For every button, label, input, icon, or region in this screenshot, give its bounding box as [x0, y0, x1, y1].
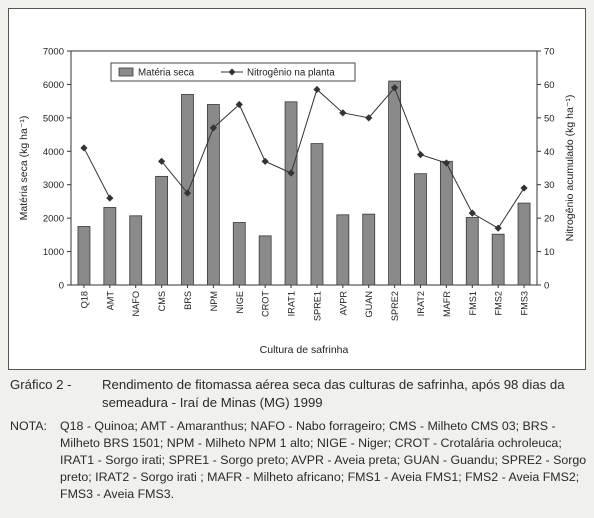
nitrogen-point-spre1 — [313, 85, 321, 94]
bar-nafo — [129, 215, 143, 286]
bar-irat2 — [414, 173, 427, 286]
nitrogen-point-q18 — [80, 144, 88, 152]
x-tick-label-nafo: NAFO — [131, 291, 141, 317]
right-axis-tick-label: 50 — [544, 113, 555, 124]
bar-fms1 — [465, 217, 479, 286]
bar-guan — [362, 213, 376, 286]
nitrogen-point-irat2 — [416, 151, 425, 159]
bar-amt — [103, 207, 117, 286]
x-tick-label-brs: BRS — [183, 291, 193, 310]
bar-fms2 — [491, 233, 505, 286]
legend-line-marker — [228, 68, 236, 76]
figure-caption: Gráfico 2 - Rendimento de fitomassa aérea… — [10, 376, 588, 412]
x-tick-label-fms2: FMS2 — [494, 291, 504, 316]
legend-line-label: Nitrogênio na planta — [247, 68, 335, 79]
bar-cms — [155, 175, 169, 286]
left-axis-tick-label: 6000 — [43, 80, 64, 91]
left-axis-title: Matéria seca (kg ha⁻¹) — [18, 116, 30, 221]
bar-npm — [206, 104, 220, 286]
bar-mafr — [439, 160, 453, 286]
nitrogen-point-fms1 — [468, 209, 476, 217]
x-tick-label-crot: CROT — [261, 291, 271, 317]
chart-svg: 0 1000 2000 3000 4000 5000 6000 7000 0 10 20 30 40 50… — [18, 47, 576, 357]
x-axis-title: Cultura de safrinha — [260, 344, 349, 356]
x-tick-label-mafr: MAFR — [442, 291, 452, 317]
bar-avpr — [336, 214, 350, 286]
x-tick-label-irat2: IRAT2 — [416, 291, 426, 316]
nitrogen-point-avpr — [339, 109, 347, 117]
x-tick-label-spre2: SPRE2 — [390, 291, 400, 321]
left-axis-tick-label: 5000 — [43, 113, 64, 124]
x-tick-label-avpr: AVPR — [338, 291, 348, 316]
x-tick-label-guan: GUAN — [364, 291, 374, 318]
x-tick-label-irat1: IRAT1 — [287, 291, 297, 316]
legend-bar-label: Matéria seca — [138, 68, 195, 79]
bar-irat1 — [284, 101, 298, 286]
nitrogen-point-irat1 — [287, 169, 295, 177]
left-axis-tick-label: 4000 — [43, 147, 64, 158]
caption-text: Rendimento de fitomassa aérea seca das c… — [102, 377, 565, 410]
right-axis-tick-label: 30 — [544, 180, 555, 191]
right-axis-tick-label: 10 — [544, 247, 555, 258]
caption-label: Gráfico 2 - — [10, 377, 72, 392]
plot-area — [70, 50, 538, 286]
bar-fms3 — [517, 202, 531, 286]
nitrogen-point-npm — [209, 124, 217, 132]
bar-spre2 — [388, 80, 402, 286]
x-tick-label-nige: NIGE — [235, 291, 245, 313]
left-axis-tick-label: 1000 — [43, 247, 64, 258]
right-axis-tick-label: 40 — [544, 147, 555, 158]
nitrogen-point-brs — [183, 189, 192, 197]
bar-nige — [232, 222, 246, 286]
nitrogen-point-fms3 — [520, 184, 528, 192]
left-axis-tick-label: 3000 — [43, 180, 64, 191]
x-tick-label-npm: NPM — [209, 291, 219, 311]
nitrogen-line-segment — [83, 147, 111, 199]
left-axis-tick-label: 7000 — [43, 47, 64, 58]
nitrogen-point-cms — [158, 157, 166, 165]
bar-q18 — [77, 226, 91, 286]
nitrogen-point-guan — [365, 114, 373, 122]
x-tick-label-spre1: SPRE1 — [312, 291, 322, 321]
nitrogen-point-fms2 — [494, 224, 502, 232]
right-axis-tick-label: 20 — [544, 214, 555, 225]
x-tick-label-fms1: FMS1 — [468, 291, 478, 316]
left-axis-tick-label: 0 — [59, 281, 64, 292]
x-tick-label-cms: CMS — [157, 291, 167, 311]
bar-spre1 — [310, 143, 324, 286]
nitrogen-point-crot — [261, 157, 269, 165]
x-tick-label-fms3: FMS3 — [520, 291, 530, 316]
figure-note: NOTA: Q18 - Quinoa; AMT - Amaranthus; NAF… — [10, 418, 590, 503]
right-axis-title: Nitrogênio acumulado (kg ha⁻¹) — [564, 95, 576, 242]
bar-crot — [258, 235, 272, 286]
nitrogen-point-amt — [106, 194, 114, 202]
legend-bar-swatch — [118, 67, 134, 77]
note-label: NOTA: — [10, 419, 47, 433]
nitrogen-point-nige — [235, 100, 243, 109]
left-axis-tick-label: 2000 — [43, 214, 64, 225]
nitrogen-point-spre2 — [391, 84, 399, 92]
x-tick-label-amt: AMT — [105, 291, 115, 311]
right-axis-tick-label: 0 — [544, 281, 549, 292]
right-axis-tick-label: 60 — [544, 80, 555, 91]
chart-frame: 0 1000 2000 3000 4000 5000 6000 7000 0 10 20 30 40 50… — [8, 8, 586, 370]
x-tick-label-q18: Q18 — [79, 291, 89, 308]
note-text: Q18 - Quinoa; AMT - Amaranthus; NAFO - N… — [60, 419, 587, 501]
right-axis-tick-label: 70 — [544, 47, 555, 58]
nitrogen-point-mafr — [442, 159, 450, 167]
